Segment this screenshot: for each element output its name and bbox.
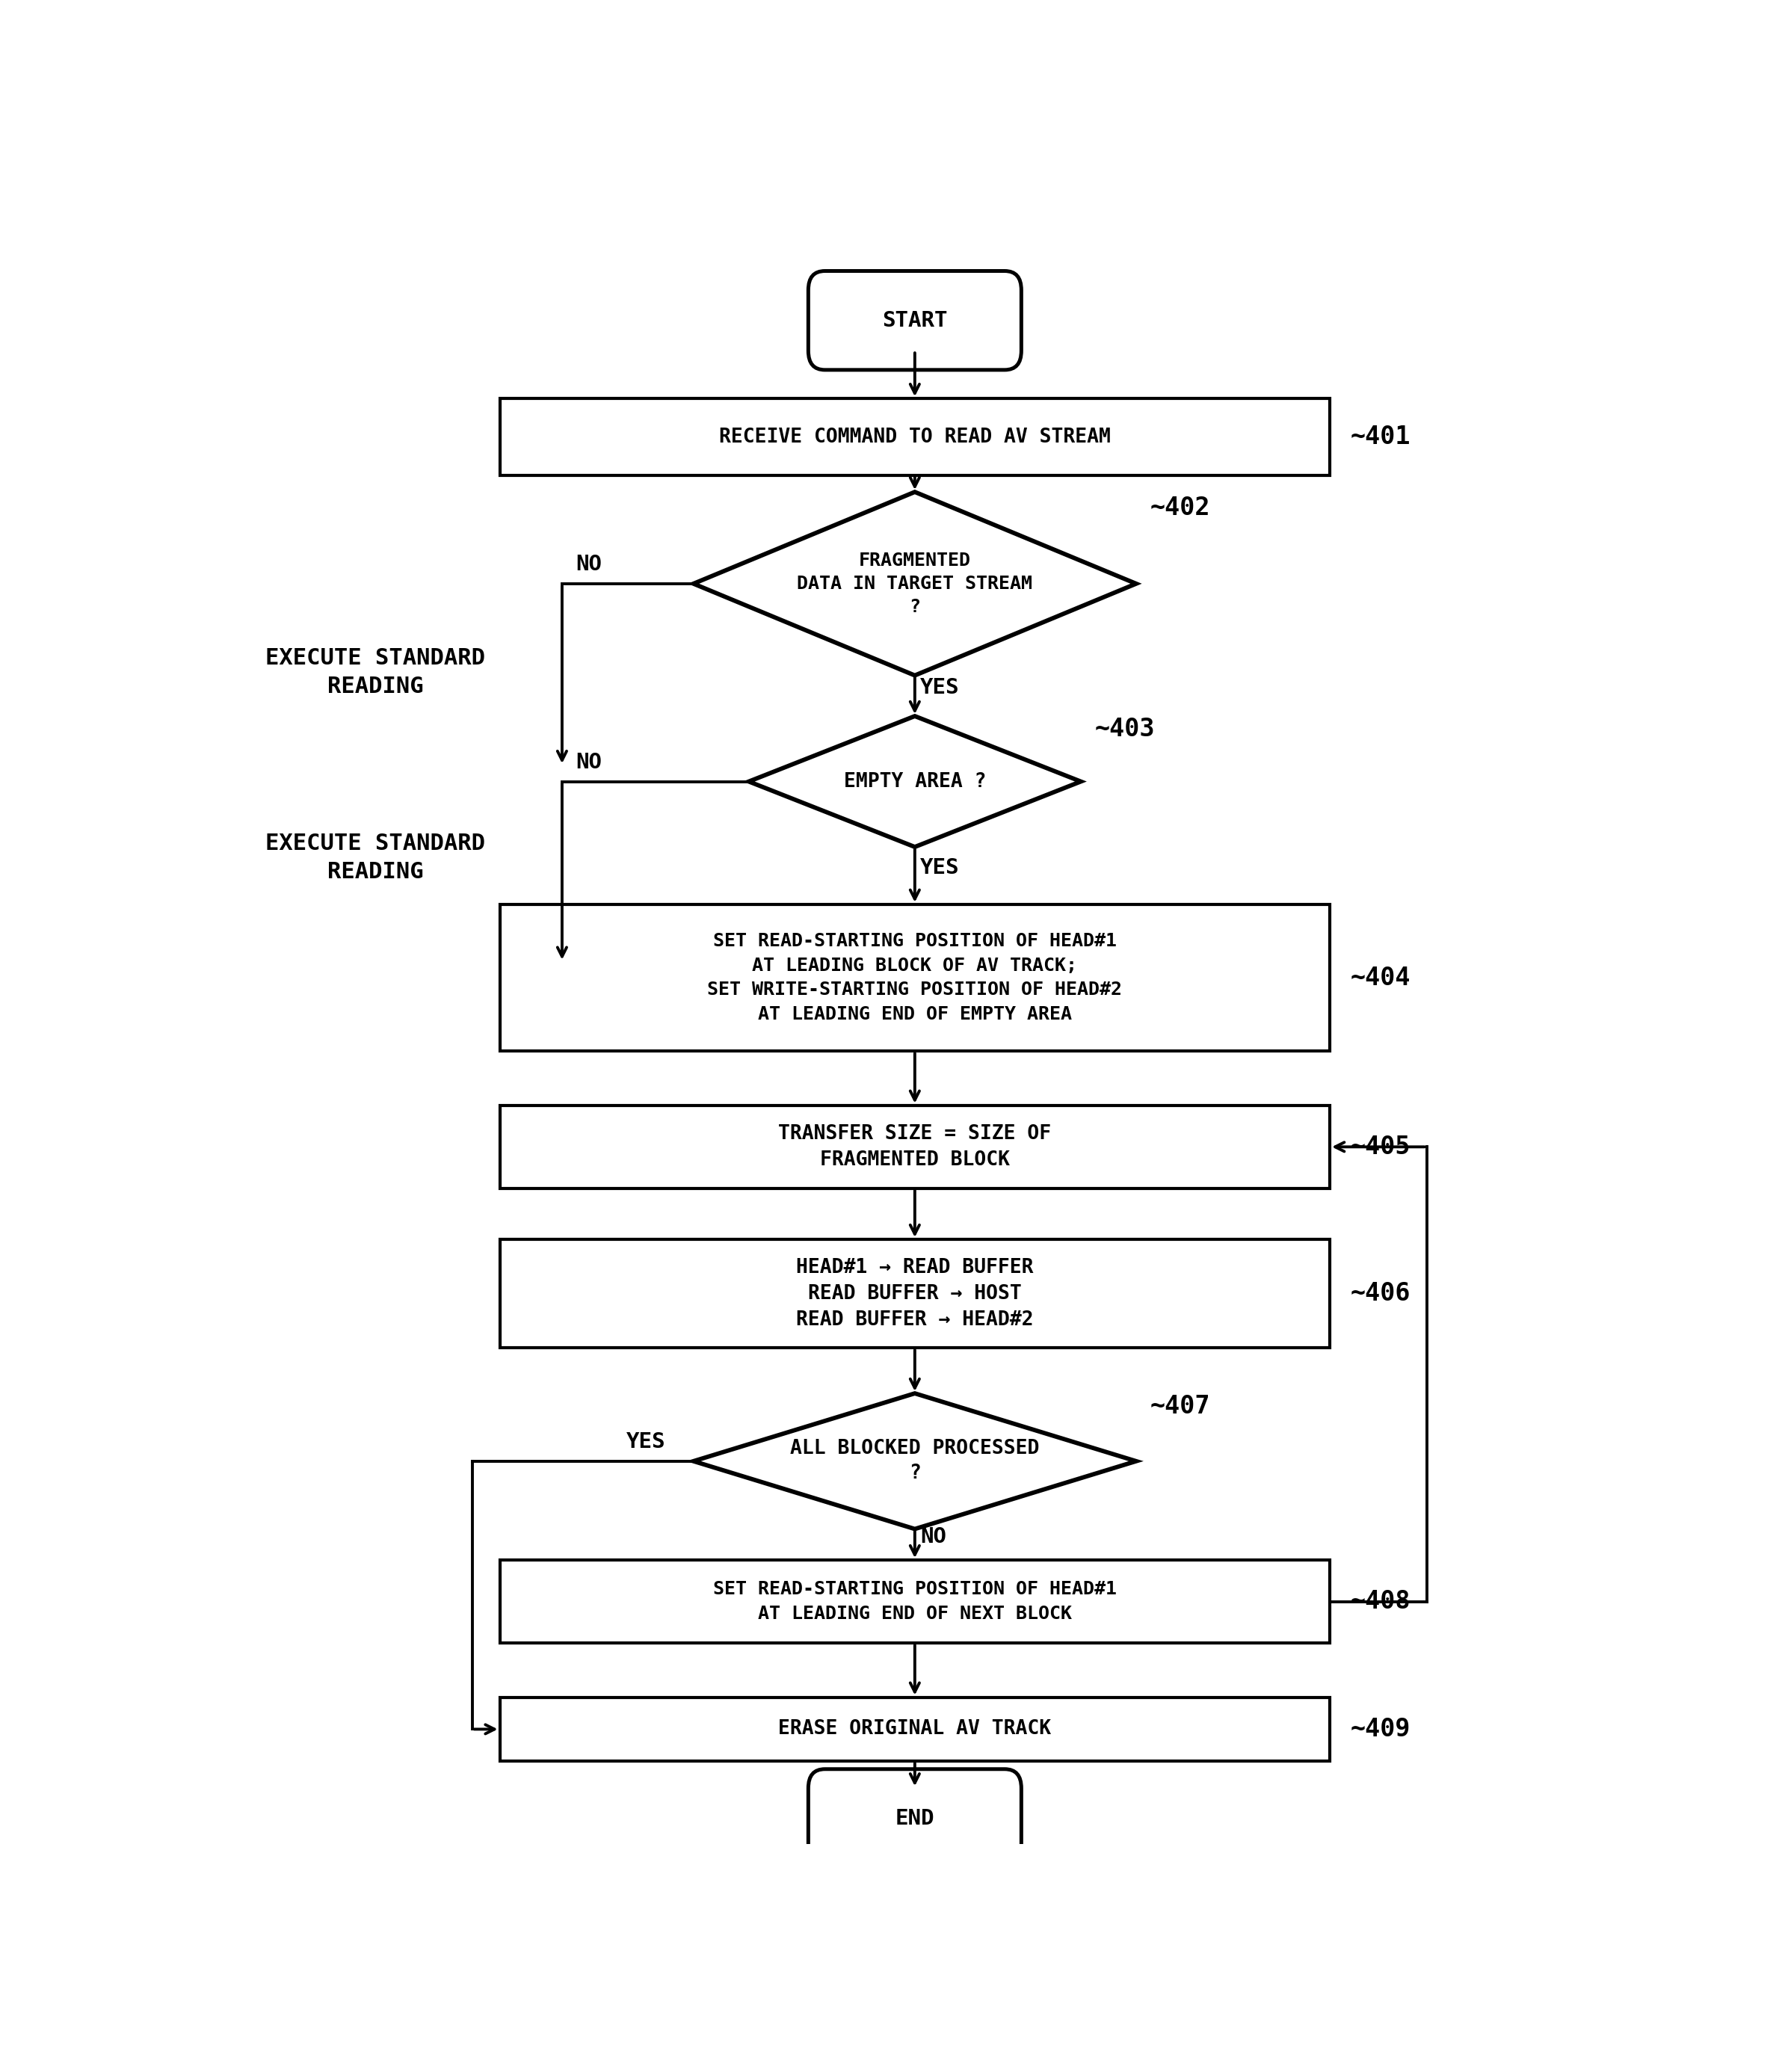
FancyBboxPatch shape: [500, 903, 1330, 1051]
FancyBboxPatch shape: [500, 1560, 1330, 1643]
Text: ~401: ~401: [1351, 425, 1410, 450]
Text: ~404: ~404: [1351, 966, 1410, 990]
Text: ~409: ~409: [1351, 1718, 1410, 1743]
Text: ALL BLOCKED PROCESSED
?: ALL BLOCKED PROCESSED ?: [791, 1440, 1039, 1484]
Text: YES: YES: [921, 858, 960, 879]
Text: EMPTY AREA ?: EMPTY AREA ?: [844, 771, 985, 792]
Text: NO: NO: [577, 553, 602, 576]
Text: YES: YES: [921, 678, 960, 698]
Polygon shape: [693, 1392, 1137, 1529]
FancyBboxPatch shape: [500, 1239, 1330, 1349]
Text: TRANSFER SIZE = SIZE OF
FRAGMENTED BLOCK: TRANSFER SIZE = SIZE OF FRAGMENTED BLOCK: [778, 1125, 1051, 1171]
Text: ~402: ~402: [1150, 495, 1210, 520]
Text: HEAD#1 → READ BUFFER
READ BUFFER → HOST
READ BUFFER → HEAD#2: HEAD#1 → READ BUFFER READ BUFFER → HOST …: [796, 1258, 1034, 1330]
Text: NO: NO: [577, 752, 602, 773]
FancyBboxPatch shape: [809, 1769, 1021, 1869]
Text: ERASE ORIGINAL AV TRACK: ERASE ORIGINAL AV TRACK: [778, 1720, 1051, 1738]
Text: NO: NO: [921, 1527, 946, 1548]
Text: ~408: ~408: [1351, 1589, 1410, 1614]
Text: EXECUTE STANDARD
READING: EXECUTE STANDARD READING: [266, 833, 486, 883]
Text: END: END: [896, 1809, 934, 1830]
Polygon shape: [693, 491, 1137, 675]
FancyBboxPatch shape: [500, 1697, 1330, 1761]
Text: ~405: ~405: [1351, 1135, 1410, 1158]
Text: ~407: ~407: [1150, 1394, 1210, 1419]
Text: RECEIVE COMMAND TO READ AV STREAM: RECEIVE COMMAND TO READ AV STREAM: [719, 427, 1110, 448]
Text: SET READ-STARTING POSITION OF HEAD#1
AT LEADING END OF NEXT BLOCK: SET READ-STARTING POSITION OF HEAD#1 AT …: [712, 1581, 1117, 1622]
Text: ~406: ~406: [1351, 1280, 1410, 1305]
FancyBboxPatch shape: [500, 398, 1330, 474]
FancyBboxPatch shape: [500, 1104, 1330, 1189]
FancyBboxPatch shape: [809, 271, 1021, 371]
Text: START: START: [882, 311, 948, 332]
Text: SET READ-STARTING POSITION OF HEAD#1
AT LEADING BLOCK OF AV TRACK;
SET WRITE-STA: SET READ-STARTING POSITION OF HEAD#1 AT …: [707, 932, 1123, 1024]
Text: YES: YES: [627, 1432, 666, 1452]
Text: EXECUTE STANDARD
READING: EXECUTE STANDARD READING: [266, 646, 486, 698]
Polygon shape: [750, 717, 1082, 847]
Text: ~403: ~403: [1094, 717, 1155, 742]
Text: FRAGMENTED
DATA IN TARGET STREAM
?: FRAGMENTED DATA IN TARGET STREAM ?: [798, 551, 1032, 615]
